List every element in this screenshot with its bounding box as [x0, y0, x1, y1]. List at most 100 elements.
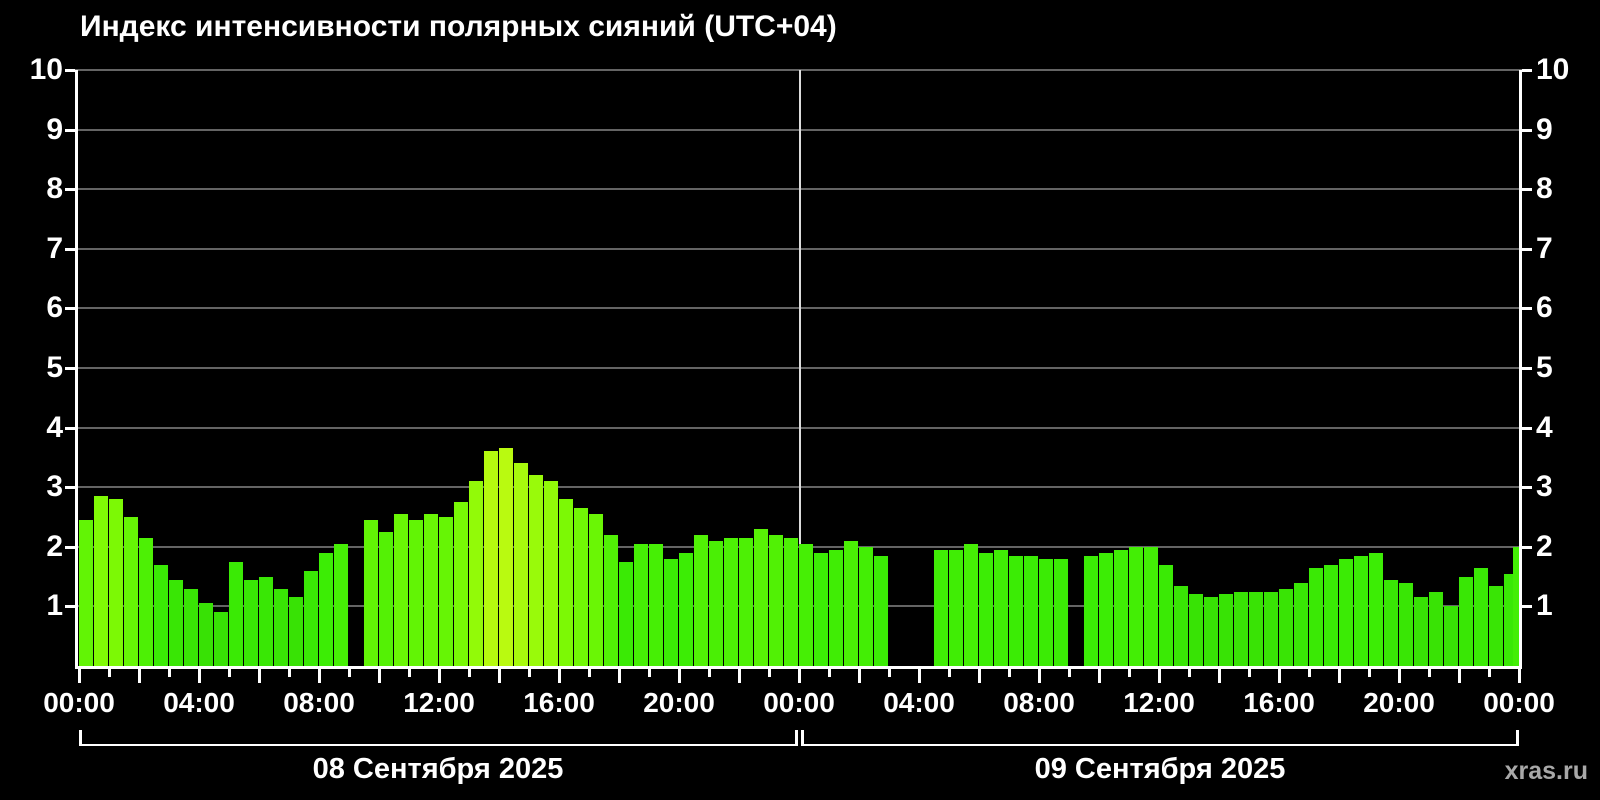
x-tick	[678, 669, 681, 683]
bar	[214, 612, 228, 666]
y-tick-label: 3	[1536, 470, 1553, 504]
y-tick	[1522, 128, 1532, 132]
y-tick	[65, 426, 75, 430]
x-tick	[198, 669, 201, 683]
bar	[514, 463, 528, 666]
bar	[574, 508, 588, 666]
x-tick	[648, 669, 651, 677]
bar	[1039, 558, 1053, 666]
x-tick	[108, 669, 111, 677]
bar	[784, 537, 798, 666]
x-tick	[138, 669, 141, 683]
bar	[304, 570, 318, 666]
y-axis-line-right	[1519, 70, 1522, 669]
bar	[1219, 594, 1233, 666]
gridline	[75, 307, 1522, 310]
bar	[1114, 549, 1128, 666]
bar	[664, 558, 678, 666]
bar	[544, 481, 558, 666]
bar	[814, 552, 828, 666]
x-tick	[1308, 669, 1311, 677]
x-tick	[408, 669, 411, 677]
bar	[259, 576, 273, 666]
bar	[1294, 582, 1308, 666]
bar	[319, 552, 333, 666]
bar	[559, 499, 573, 666]
bracket-end-tick	[801, 730, 804, 744]
bar	[634, 543, 648, 666]
gridline	[75, 128, 1522, 131]
x-tick	[1368, 669, 1371, 677]
x-tick	[168, 669, 171, 677]
bar	[469, 481, 483, 666]
x-tick	[1398, 669, 1401, 683]
x-tick	[528, 669, 531, 677]
x-tick	[1038, 669, 1041, 683]
bar	[769, 534, 783, 666]
bracket-end-tick	[795, 730, 798, 744]
bar	[409, 519, 423, 666]
y-tick-label: 1	[1536, 589, 1553, 623]
y-tick	[65, 605, 75, 609]
x-tick-label: 12:00	[403, 687, 475, 718]
bar	[694, 534, 708, 666]
bar	[124, 517, 138, 666]
gridline	[75, 367, 1522, 369]
y-tick-label: 6	[1536, 291, 1553, 325]
bar	[934, 549, 948, 666]
bar	[1429, 591, 1443, 666]
bar	[1234, 591, 1248, 666]
x-tick-label: 08:00	[1003, 687, 1075, 718]
x-tick	[1098, 669, 1101, 683]
y-tick	[1522, 426, 1532, 430]
y-tick	[65, 247, 75, 251]
x-tick	[468, 669, 471, 677]
x-tick	[498, 669, 501, 683]
y-tick	[65, 367, 75, 370]
y-tick	[65, 307, 75, 311]
date-label-day1: 08 Сентября 2025	[312, 753, 564, 785]
y-tick	[1522, 367, 1532, 370]
bar	[1189, 594, 1203, 666]
x-tick	[738, 669, 741, 683]
bar	[79, 519, 93, 666]
y-tick	[1522, 605, 1532, 609]
y-tick-label: 9	[1536, 112, 1553, 146]
y-tick	[1522, 247, 1532, 251]
y-tick-label: 5	[46, 351, 63, 384]
bar	[1279, 588, 1293, 666]
x-tick	[1458, 669, 1461, 683]
x-tick	[1158, 669, 1161, 683]
x-tick	[1248, 669, 1251, 677]
bar	[94, 496, 108, 666]
bar	[1354, 555, 1368, 666]
x-tick	[918, 669, 921, 683]
x-tick	[558, 669, 561, 683]
y-tick-label: 2	[46, 529, 63, 563]
gridline	[75, 545, 1522, 548]
bar	[334, 543, 348, 666]
x-tick	[438, 669, 441, 683]
bar	[484, 451, 498, 666]
bar	[1009, 555, 1023, 666]
bar	[994, 549, 1008, 666]
bar	[724, 537, 738, 666]
bar	[1204, 597, 1218, 666]
x-tick-label: 20:00	[643, 687, 715, 718]
bar	[1249, 591, 1263, 666]
bar	[1414, 597, 1428, 666]
bar	[139, 537, 153, 666]
x-tick	[948, 669, 951, 677]
bar	[439, 517, 453, 666]
y-tick	[1522, 307, 1532, 311]
y-tick	[1522, 486, 1532, 490]
x-axis-line	[75, 666, 1522, 669]
bar	[169, 579, 183, 666]
bar	[844, 540, 858, 666]
bar	[1399, 582, 1413, 666]
bar	[274, 588, 288, 666]
y-tick-label: 8	[1536, 172, 1553, 206]
y-tick	[1522, 545, 1532, 549]
x-tick	[288, 669, 291, 677]
